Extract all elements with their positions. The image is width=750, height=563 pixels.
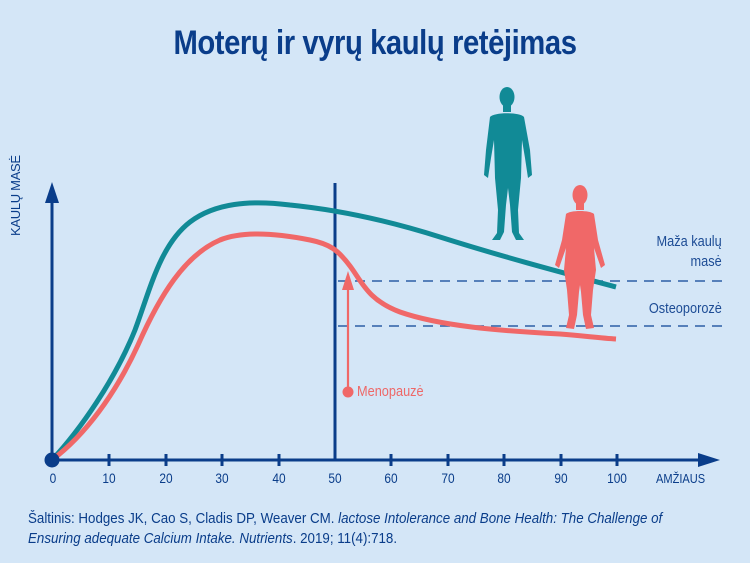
x-tick-label: 90 [554, 470, 568, 486]
y-axis-arrow [45, 182, 59, 203]
osteoporosis-label: Osteoporozė [648, 300, 722, 317]
x-tick-label: 80 [497, 470, 511, 486]
menopause-label: Menopauzė [357, 383, 424, 400]
menopause-arrow-head [342, 271, 354, 290]
x-ticks [107, 454, 619, 466]
page-title: Moterų ir vyrų kaulų retėjimas [173, 24, 577, 62]
x-axis-label: AMŽIAUS [656, 471, 706, 486]
low-bone-mass-label: Maža kaulų masė [657, 232, 722, 272]
x-axis-arrow [698, 453, 720, 467]
men-curve [50, 200, 617, 462]
low-bone-mass-label-line2: masė [690, 253, 722, 270]
x-tick-label: 50 [328, 470, 342, 486]
source-citation: Šaltinis: Hodges JK, Cao S, Cladis DP, W… [28, 509, 672, 549]
source-prefix: Šaltinis: Hodges JK, Cao S, Cladis DP, W… [28, 511, 339, 527]
x-tick-label: 20 [159, 470, 173, 486]
origin-dot [44, 452, 60, 468]
x-tick-label: 30 [215, 470, 229, 486]
x-tick-label: 100 [607, 470, 627, 486]
source-title: lactose Intolerance and Bone Health: The… [28, 511, 663, 547]
x-tick-label: 60 [384, 470, 398, 486]
low-bone-mass-label-line1: Maža kaulų [656, 233, 722, 250]
women-curve [50, 231, 617, 462]
source-suffix: . 2019; 11(4):718. [292, 531, 398, 547]
menopause-dot [342, 386, 354, 398]
woman-silhouette-icon [555, 185, 605, 329]
x-tick-label: 70 [441, 470, 455, 486]
x-tick-label: 10 [102, 470, 116, 486]
man-silhouette-icon [484, 87, 532, 240]
x-tick-label: 0 [49, 470, 57, 486]
x-tick-label: 40 [272, 470, 286, 486]
y-axis-label: KAULŲ MASĖ [8, 155, 23, 236]
